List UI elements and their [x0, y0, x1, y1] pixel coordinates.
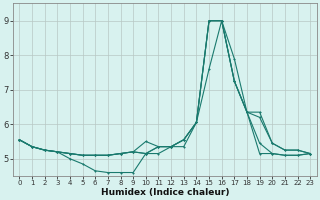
X-axis label: Humidex (Indice chaleur): Humidex (Indice chaleur)	[100, 188, 229, 197]
